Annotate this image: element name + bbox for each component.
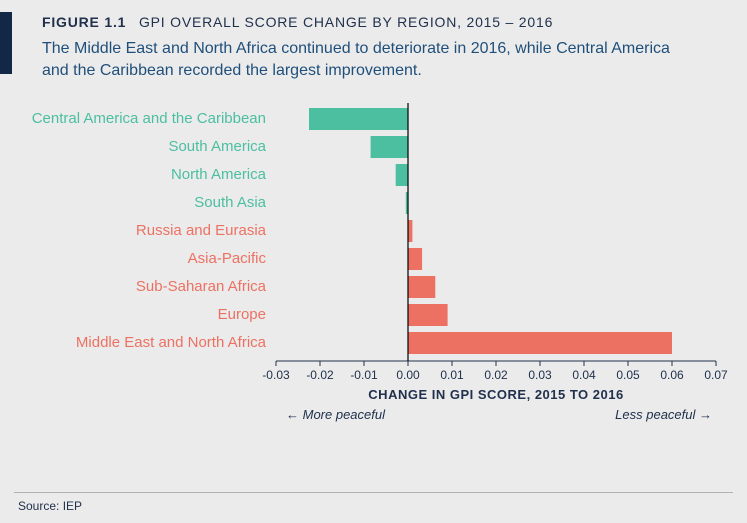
x-tick-label: 0.06 — [660, 368, 684, 382]
bar-6 — [408, 276, 435, 298]
figure-label: FIGURE 1.1 GPI OVERALL SCORE CHANGE BY R… — [42, 14, 723, 30]
x-tick-label: 0.02 — [484, 368, 508, 382]
bar-8 — [408, 332, 672, 354]
bar-2 — [396, 164, 408, 186]
x-tick-label: 0.07 — [704, 368, 728, 382]
chart-source: Source: IEP — [18, 499, 82, 513]
x-tick-label: -0.03 — [262, 368, 290, 382]
x-tick-label: 0.05 — [616, 368, 640, 382]
figure-subtitle: The Middle East and North Africa continu… — [42, 38, 682, 81]
x-tick-label: -0.01 — [350, 368, 378, 382]
bar-4 — [408, 220, 412, 242]
direction-left-label: ← More peaceful — [286, 407, 386, 422]
category-label: Europe — [218, 306, 266, 323]
bar-1 — [371, 136, 408, 158]
bar-0 — [309, 108, 408, 130]
x-tick-label: -0.02 — [306, 368, 334, 382]
x-tick-label: 0.04 — [572, 368, 596, 382]
figure-number: FIGURE 1.1 — [42, 14, 126, 30]
bar-7 — [408, 304, 448, 326]
x-axis-title: CHANGE IN GPI SCORE, 2015 TO 2016 — [368, 387, 623, 402]
chart-header: FIGURE 1.1 GPI OVERALL SCORE CHANGE BY R… — [0, 0, 747, 85]
source-divider — [14, 492, 733, 493]
category-label: North America — [171, 166, 267, 183]
category-label: South America — [168, 138, 266, 155]
category-label: Asia-Pacific — [188, 250, 267, 267]
category-label: Middle East and North Africa — [76, 334, 267, 351]
category-label: South Asia — [194, 194, 266, 211]
x-tick-label: 0.01 — [440, 368, 464, 382]
figure-title: GPI OVERALL SCORE CHANGE BY REGION, 2015… — [139, 14, 553, 30]
direction-right-label: Less peaceful → — [615, 407, 712, 422]
category-label: Central America and the Caribbean — [32, 110, 266, 127]
x-tick-label: 0.03 — [528, 368, 552, 382]
x-tick-label: 0.00 — [396, 368, 420, 382]
bar-5 — [408, 248, 422, 270]
category-label: Russia and Eurasia — [136, 222, 267, 239]
bar-chart-svg: Central America and the Caribbean South A… — [16, 97, 730, 447]
accent-bar — [0, 12, 12, 74]
chart-area: Central America and the Caribbean South A… — [16, 97, 730, 447]
category-label: Sub-Saharan Africa — [136, 278, 267, 295]
